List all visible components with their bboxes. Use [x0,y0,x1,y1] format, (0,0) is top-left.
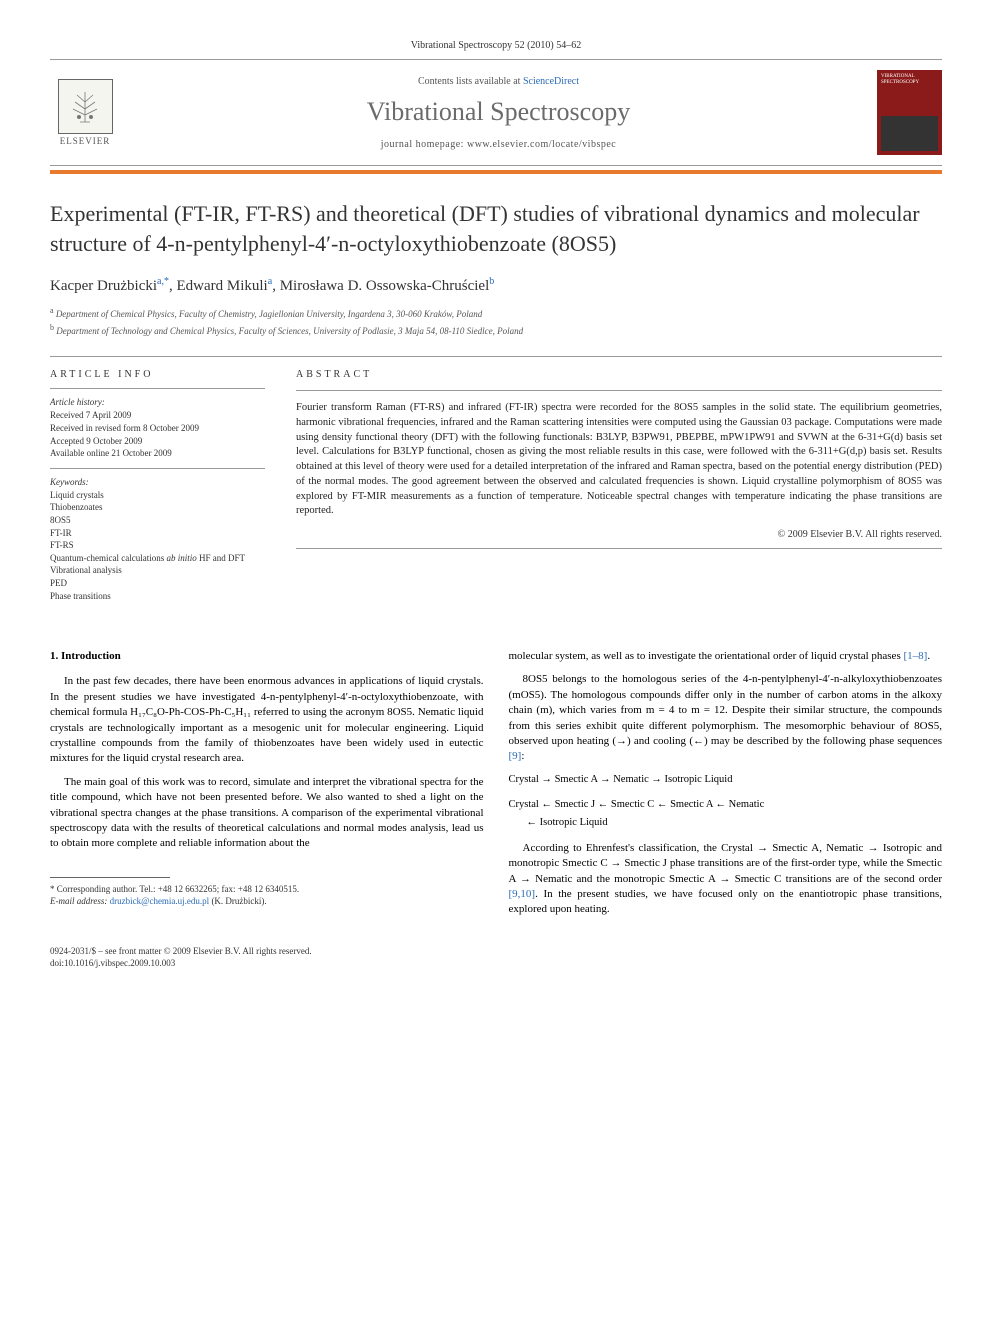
left-column: 1. Introduction In the past few decades,… [50,649,484,926]
history-online: Available online 21 October 2009 [50,447,265,460]
article-info-panel: ARTICLE INFO Article history: Received 7… [50,357,280,614]
header-citation: Vibrational Spectroscopy 52 (2010) 54–62 [50,40,942,51]
homepage-url: www.elsevier.com/locate/vibspec [467,139,616,150]
keyword-8: PED [50,577,265,590]
info-abstract-row: ARTICLE INFO Article history: Received 7… [50,356,942,614]
history-revised: Received in revised form 8 October 2009 [50,422,265,435]
abstract-copyright: © 2009 Elsevier B.V. All rights reserved… [296,529,942,540]
publisher-label: ELSEVIER [60,136,111,146]
affil-a-mark: a [50,306,54,315]
affiliation-b: b Department of Technology and Chemical … [50,322,942,339]
journal-homepage: journal homepage: www.elsevier.com/locat… [130,139,867,150]
info-divider-1 [50,388,265,389]
keyword-9: Phase transitions [50,590,265,603]
keywords-label: Keywords: [50,477,265,487]
author-1-marks: a,* [157,276,169,287]
right-para-3a: According to Ehrenfest's classification,… [509,842,943,885]
history-label: Article history: [50,397,265,407]
intro-para-2: The main goal of this work was to record… [50,775,484,852]
journal-header: ELSEVIER Contents lists available at Sci… [50,59,942,166]
article-info-heading: ARTICLE INFO [50,369,265,380]
journal-name: Vibrational Spectroscopy [130,97,867,127]
contents-line: Contents lists available at ScienceDirec… [130,76,867,87]
phase-sequence-cooling-b: ← Isotropic Liquid [509,816,943,831]
header-center: Contents lists available at ScienceDirec… [130,76,867,150]
author-2: Edward Mikulia [176,278,272,294]
title-text: Experimental (FT-IR, FT-RS) and theoreti… [50,201,920,256]
affil-a-text: Department of Chemical Physics, Faculty … [56,309,482,319]
author-2-marks: a [268,276,272,287]
footer-doi: doi:10.1016/j.vibspec.2009.10.003 [50,958,942,970]
author-3-marks: b [489,276,494,287]
abstract-panel: ABSTRACT Fourier transform Raman (FT-RS)… [280,357,942,614]
keyword-4: FT-IR [50,527,265,540]
right-para-1: molecular system, as well as to investig… [509,649,943,664]
corr-author-line: * Corresponding author. Tel.: +48 12 663… [50,883,484,896]
keyword-5: FT-RS [50,539,265,552]
affiliation-a: a Department of Chemical Physics, Facult… [50,305,942,322]
author-1-name: Kacper Drużbicki [50,278,157,294]
corresponding-author-footnote: * Corresponding author. Tel.: +48 12 663… [50,883,484,908]
abstract-heading: ABSTRACT [296,369,942,380]
footer-copyright: 0924-2031/$ – see front matter © 2009 El… [50,946,942,958]
right-para-3: According to Ehrenfest's classification,… [509,841,943,918]
author-1: Kacper Drużbickia,* [50,278,169,294]
cover-thumb-image [881,116,938,151]
right-para-2-end: : [521,750,524,762]
body-columns: 1. Introduction In the past few decades,… [50,649,942,926]
keyword-3: 8OS5 [50,514,265,527]
affiliations: a Department of Chemical Physics, Facult… [50,305,942,338]
author-2-name: Edward Mikuli [176,278,267,294]
contents-prefix: Contents lists available at [418,76,523,87]
intro-para-1: In the past few decades, there have been… [50,674,484,766]
affil-b-text: Department of Technology and Chemical Ph… [56,326,523,336]
right-para-2-text: 8OS5 belongs to the homologous series of… [509,673,943,747]
section-1-heading: 1. Introduction [50,649,484,664]
email-label: E-mail address: [50,896,110,906]
history-accepted: Accepted 9 October 2009 [50,435,265,448]
publisher-logo: ELSEVIER [50,73,120,153]
right-para-1-text: molecular system, as well as to investig… [509,650,904,662]
journal-cover-thumb: VIBRATIONAL SPECTROSCOPY [877,70,942,155]
info-divider-2 [50,468,265,469]
phase-sequence-heating: Crystal → Smectic A → Nematic → Isotropi… [509,773,943,788]
abstract-text: Fourier transform Raman (FT-RS) and infr… [296,401,942,519]
article-title: Experimental (FT-IR, FT-RS) and theoreti… [50,199,942,258]
keyword-1: Liquid crystals [50,489,265,502]
abstract-divider [296,390,942,391]
orange-divider [50,170,942,174]
keyword-7: Vibrational analysis [50,564,265,577]
homepage-prefix: journal homepage: [381,139,467,150]
email-suffix: (K. Drużbicki). [209,896,266,906]
sciencedirect-link[interactable]: ScienceDirect [523,76,579,87]
corr-email[interactable]: druzbick@chemia.uj.edu.pl [110,896,210,906]
corr-email-line: E-mail address: druzbick@chemia.uj.edu.p… [50,895,484,908]
right-column: molecular system, as well as to investig… [509,649,943,926]
affil-b-mark: b [50,323,54,332]
ref-1-8[interactable]: [1–8] [903,650,927,662]
author-3-name: Mirosława D. Ossowska-Chruściel [280,278,490,294]
keyword-6: Quantum-chemical calculations ab initio … [50,552,265,565]
right-para-2: 8OS5 belongs to the homologous series of… [509,672,943,764]
page-container: Vibrational Spectroscopy 52 (2010) 54–62… [0,0,992,1009]
ref-9-10[interactable]: [9,10] [509,888,536,900]
cover-thumb-title: VIBRATIONAL SPECTROSCOPY [881,74,938,86]
footnote-separator [50,877,170,878]
authors-line: Kacper Drużbickia,*, Edward Mikulia, Mir… [50,276,942,295]
phase-sequence-cooling-a: Crystal ← Smectic J ← Smectic C ← Smecti… [509,798,943,813]
ref-9[interactable]: [9] [509,750,522,762]
keyword-2: Thiobenzoates [50,501,265,514]
abstract-divider-bottom [296,548,942,549]
right-para-1-end: . [927,650,930,662]
author-3: Mirosława D. Ossowska-Chruścielb [280,278,495,294]
history-received: Received 7 April 2009 [50,409,265,422]
page-footer: 0924-2031/$ – see front matter © 2009 El… [50,946,942,969]
elsevier-tree-icon [58,79,113,134]
right-para-3b: . In the present studies, we have focuse… [509,888,943,915]
